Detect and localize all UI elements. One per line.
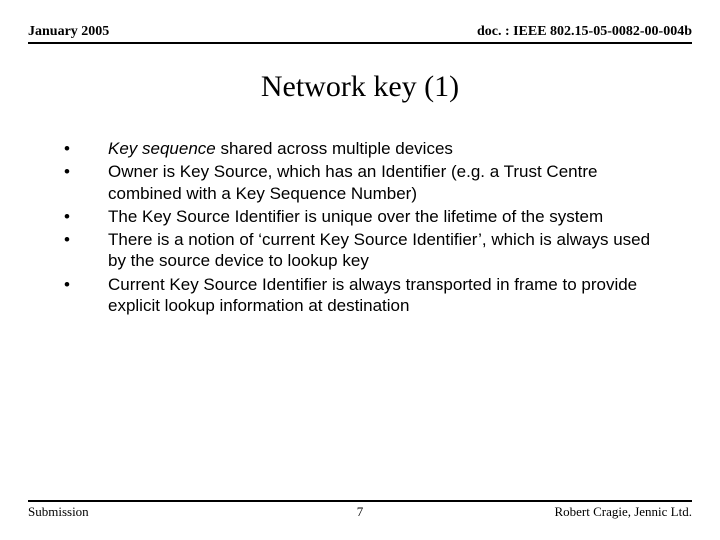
list-item: • Current Key Source Identifier is alway… bbox=[50, 274, 670, 317]
footer: Submission 7 Robert Cragie, Jennic Ltd. bbox=[28, 500, 692, 520]
bullet-icon: • bbox=[50, 274, 108, 317]
bullet-icon: • bbox=[50, 161, 108, 204]
bullet-text: Owner is Key Source, which has an Identi… bbox=[108, 161, 670, 204]
bullet-icon: • bbox=[50, 229, 108, 272]
bullet-icon: • bbox=[50, 206, 108, 227]
list-item: • Key sequence shared across multiple de… bbox=[50, 138, 670, 159]
header-bar: January 2005 doc. : IEEE 802.15-05-0082-… bbox=[28, 24, 692, 44]
bullet-text: Current Key Source Identifier is always … bbox=[108, 274, 670, 317]
header-docref: doc. : IEEE 802.15-05-0082-00-004b bbox=[477, 24, 692, 40]
footer-bar: Submission 7 Robert Cragie, Jennic Ltd. bbox=[28, 500, 692, 520]
slide-page: January 2005 doc. : IEEE 802.15-05-0082-… bbox=[0, 0, 720, 540]
slide-title: Network key (1) bbox=[28, 70, 692, 104]
list-item: • There is a notion of ‘current Key Sour… bbox=[50, 229, 670, 272]
bullet-list: • Key sequence shared across multiple de… bbox=[50, 138, 670, 316]
bullet-text: There is a notion of ‘current Key Source… bbox=[108, 229, 670, 272]
footer-left: Submission bbox=[28, 504, 89, 520]
bullet-icon: • bbox=[50, 138, 108, 159]
bullet-text: Key sequence shared across multiple devi… bbox=[108, 138, 670, 159]
list-item: • Owner is Key Source, which has an Iden… bbox=[50, 161, 670, 204]
italic-phrase: Key sequence bbox=[108, 139, 216, 158]
list-item: • The Key Source Identifier is unique ov… bbox=[50, 206, 670, 227]
header-date: January 2005 bbox=[28, 24, 109, 40]
bullet-rest: shared across multiple devices bbox=[216, 139, 453, 158]
footer-right: Robert Cragie, Jennic Ltd. bbox=[554, 504, 692, 520]
footer-page-number: 7 bbox=[357, 504, 364, 520]
bullet-text: The Key Source Identifier is unique over… bbox=[108, 206, 670, 227]
slide-body: • Key sequence shared across multiple de… bbox=[28, 138, 692, 316]
